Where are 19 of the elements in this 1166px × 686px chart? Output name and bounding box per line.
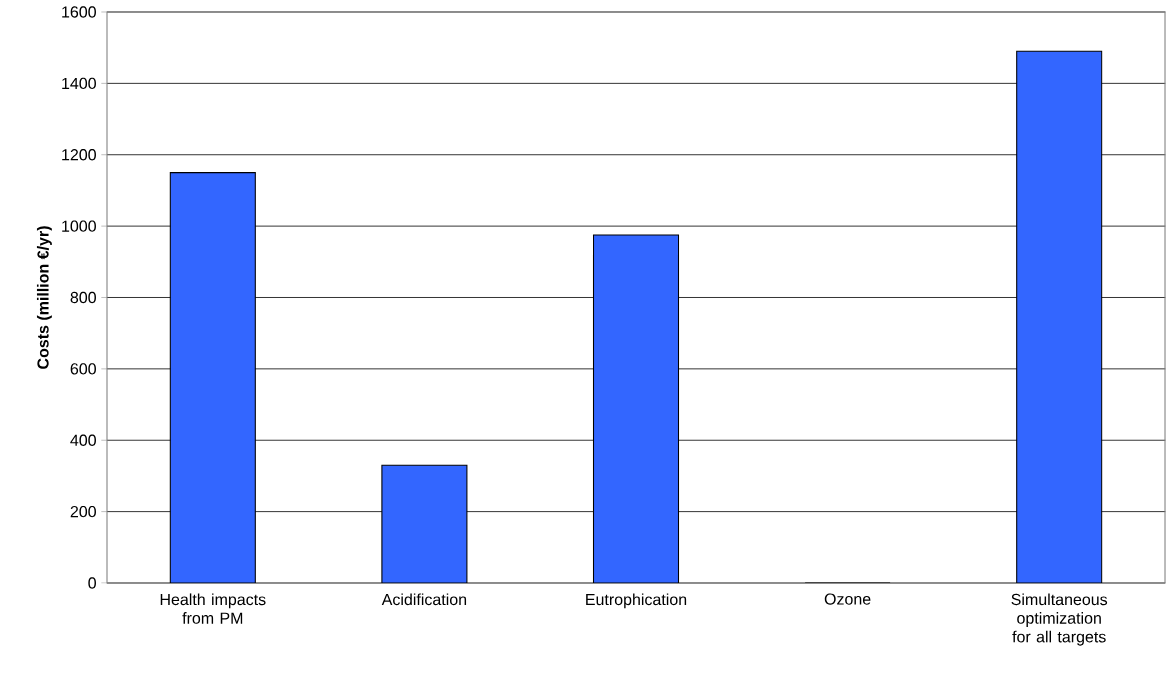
bar bbox=[169, 172, 256, 583]
y-tick-label: 600 bbox=[70, 363, 96, 375]
bar bbox=[381, 464, 468, 583]
y-tick-label: 1000 bbox=[62, 220, 96, 232]
y-tick-label: 0 bbox=[88, 577, 96, 589]
x-tick-label: Simultaneous optimization for all targets bbox=[1011, 593, 1108, 646]
bar bbox=[592, 234, 680, 583]
x-tick-label: Ozone bbox=[824, 593, 871, 605]
y-tick-label: 1400 bbox=[62, 77, 96, 90]
x-tick-label: Health impacts from PM bbox=[160, 593, 266, 624]
y-tick-label: 1600 bbox=[62, 6, 96, 18]
bar bbox=[1016, 50, 1103, 583]
y-tick-label: 200 bbox=[70, 505, 96, 518]
x-tick-label: Acidification bbox=[381, 593, 467, 606]
y-tick-label: 400 bbox=[70, 434, 96, 446]
y-tick-label: 800 bbox=[70, 291, 96, 304]
x-tick-label: Eutrophication bbox=[586, 593, 687, 609]
y-tick-label: 1200 bbox=[62, 149, 96, 161]
y-axis-title: Costs (million €/yr) bbox=[36, 226, 52, 369]
